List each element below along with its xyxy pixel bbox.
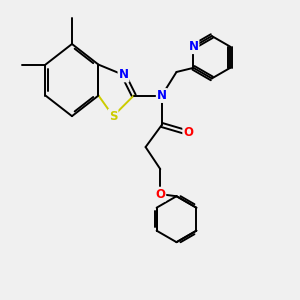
Text: N: N bbox=[157, 89, 167, 102]
Text: O: O bbox=[183, 126, 193, 139]
Text: O: O bbox=[155, 188, 165, 201]
Text: N: N bbox=[118, 68, 128, 81]
Text: S: S bbox=[109, 110, 117, 123]
Text: N: N bbox=[188, 40, 199, 53]
